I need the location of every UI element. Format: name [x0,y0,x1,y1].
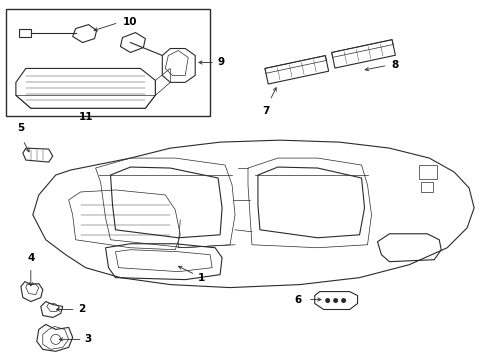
Text: 8: 8 [392,60,399,71]
Text: 7: 7 [262,106,270,116]
Bar [19,28,31,37]
Circle shape [325,298,330,303]
Bar [419,165,437,179]
Text: 9: 9 [217,58,224,67]
Text: 6: 6 [294,294,302,305]
Bar [6,9,210,116]
Text: 4: 4 [27,253,34,263]
Text: 1: 1 [198,273,205,283]
Text: 2: 2 [77,305,85,315]
Circle shape [341,298,346,303]
Text: 5: 5 [17,123,24,133]
Circle shape [333,298,338,303]
Text: 3: 3 [85,334,92,345]
Text: 10: 10 [122,17,137,27]
Text: 11: 11 [78,112,93,122]
Bar [421,182,433,192]
